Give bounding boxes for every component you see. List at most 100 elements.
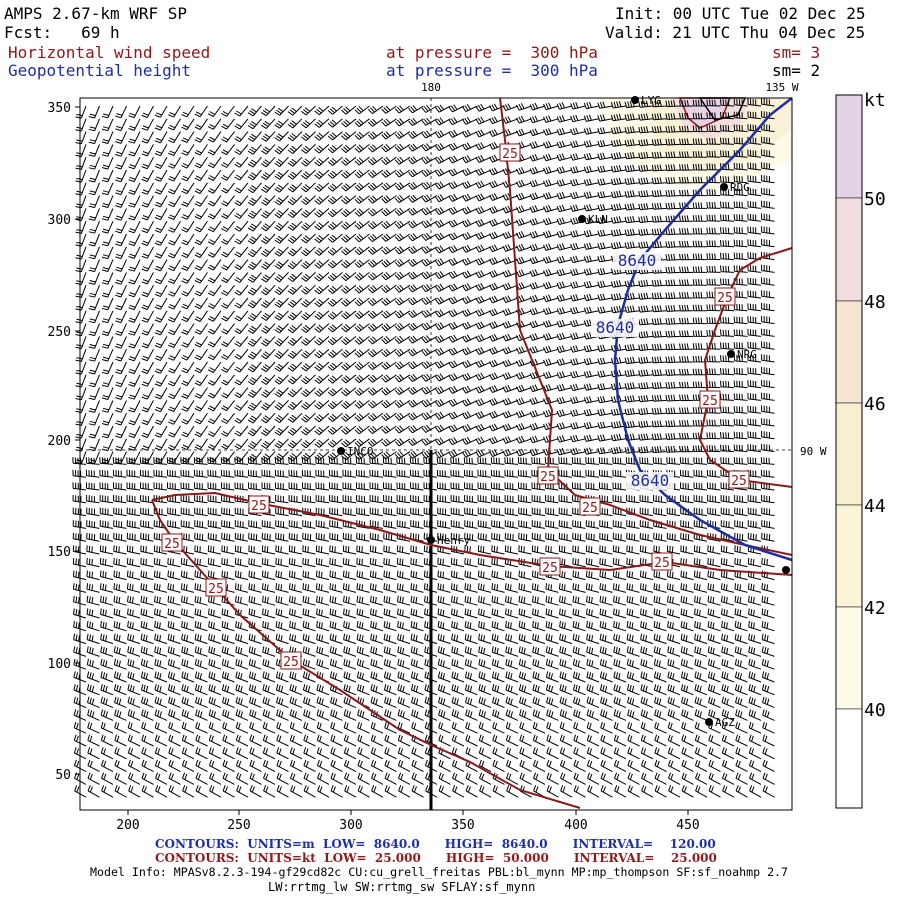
wind-barb: [448, 398, 465, 407]
wind-barb: [450, 495, 465, 504]
wind-barb: [462, 360, 478, 369]
wind-barb: [381, 233, 397, 242]
wind-barb: [128, 272, 141, 285]
wind-barb: [489, 141, 505, 150]
wind-barb: [504, 507, 519, 517]
wind-barb: [234, 374, 249, 386]
wind-barb: [597, 344, 613, 352]
wind-barb: [247, 195, 262, 206]
wind-barb: [181, 412, 195, 425]
wind-barb: [221, 323, 235, 335]
wind-barb: [168, 721, 181, 734]
wind-barb: [475, 155, 492, 163]
wind-barb: [448, 449, 465, 458]
wind-barb: [314, 323, 330, 333]
wind-barb: [583, 421, 600, 430]
wind-barb: [354, 412, 370, 422]
wind-barb: [651, 125, 667, 133]
wind-barb: [126, 469, 141, 478]
wind-barb: [234, 545, 249, 555]
wind-barb: [529, 358, 546, 367]
wind-barb: [247, 272, 262, 283]
wind-barb: [502, 346, 519, 355]
wind-barb: [262, 608, 276, 619]
wind-barb: [274, 118, 289, 129]
wind-barb: [693, 545, 708, 555]
wind-barb: [127, 734, 141, 747]
wind-barb: [437, 570, 451, 581]
wind-barb: [681, 696, 694, 709]
wind-barb: [397, 608, 411, 619]
wind-barb: [638, 126, 654, 134]
wind-barb: [489, 359, 505, 368]
wind-barb: [194, 118, 208, 130]
wind-barb: [583, 191, 600, 199]
wind-barb: [583, 114, 600, 122]
wind-barb: [88, 246, 100, 260]
wind-barb: [222, 772, 235, 785]
wind-barb: [707, 684, 721, 696]
model-title: AMPS 2.67-km WRF SP: [4, 4, 188, 23]
wind-barb: [86, 507, 100, 517]
wind-barb: [302, 570, 316, 581]
wind-barb: [128, 336, 141, 349]
wind-barb: [86, 583, 100, 593]
wind-barb: [287, 182, 303, 193]
wind-barb: [234, 469, 249, 478]
speed-contour: [698, 247, 793, 488]
wind-barb: [504, 520, 519, 529]
wind-barb: [181, 297, 195, 310]
wind-barb: [181, 323, 195, 335]
wind-barb: [546, 759, 559, 773]
wind-barb: [421, 181, 438, 190]
wind-barb: [87, 785, 100, 798]
wind-barb: [448, 257, 465, 266]
wind-barb: [367, 169, 384, 179]
wind-barb: [101, 195, 114, 208]
wind-barb: [287, 131, 303, 142]
wind-barb: [194, 348, 208, 361]
wind-barb: [558, 583, 573, 593]
wind-barb: [394, 425, 411, 434]
wind-barb: [546, 709, 559, 721]
wind-barb: [585, 457, 600, 465]
wind-barb: [560, 772, 573, 785]
wind-barb: [141, 272, 154, 285]
wind-barb: [398, 772, 411, 785]
wind-barb: [706, 304, 721, 312]
wind-barb: [261, 169, 276, 181]
wind-barb: [665, 189, 681, 197]
wind-barb: [262, 696, 276, 709]
wind-barb: [624, 305, 640, 313]
wind-barb: [140, 583, 154, 593]
wind-barb: [408, 373, 424, 383]
wind-barb: [505, 608, 519, 619]
wind-barb: [99, 507, 114, 517]
wind-barb: [194, 633, 208, 645]
wind-barb: [543, 217, 559, 226]
wind-barb: [394, 322, 411, 332]
wind-barb: [140, 557, 154, 568]
wind-barb: [287, 144, 303, 154]
wind-barb: [761, 507, 775, 517]
wind-barb: [543, 268, 559, 277]
wind-barb: [489, 410, 505, 419]
wind-barb: [367, 323, 384, 332]
wind-barb: [141, 208, 154, 221]
wind-barb: [748, 709, 762, 721]
wind-barb: [329, 507, 343, 517]
wind-barb: [707, 583, 721, 593]
wind-barb: [450, 583, 465, 593]
wind-barb: [532, 747, 546, 760]
wind-barb: [168, 182, 181, 195]
wind-barb: [721, 721, 735, 734]
wind-barb: [341, 323, 357, 333]
speed-contour-label: 25: [208, 582, 224, 597]
wind-barb: [301, 400, 316, 410]
wind-barb: [489, 385, 505, 393]
wind-barb: [667, 684, 681, 696]
wind-barb: [462, 257, 478, 266]
wind-barb: [450, 482, 465, 491]
wind-barb: [249, 772, 262, 785]
wind-barb: [733, 175, 748, 184]
